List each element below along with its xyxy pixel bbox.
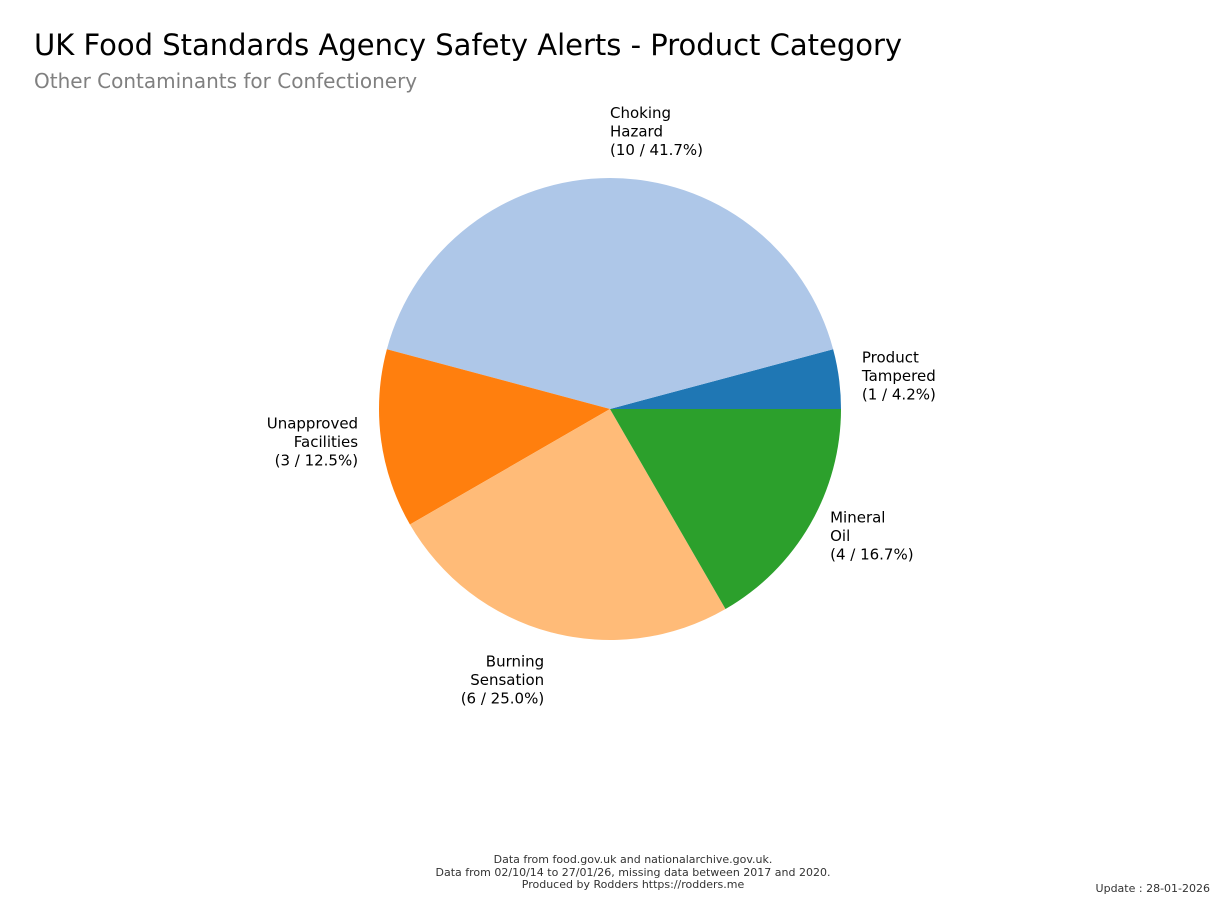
footer-line-credit: Produced by Rodders https://rodders.me xyxy=(521,878,745,891)
slice-label-product-tampered: Product Tampered (1 / 4.2%) xyxy=(861,348,936,403)
footer-line-sources: Data from food.gov.uk and nationalarchiv… xyxy=(493,853,773,866)
pie-slice-unapproved-facilities xyxy=(378,349,610,525)
slice-label-choking-hazard: Choking Hazard (10 / 41.7%) xyxy=(610,104,703,159)
chart-title: UK Food Standards Agency Safety Alerts -… xyxy=(34,28,903,62)
pie-slice-choking-hazard xyxy=(386,177,834,409)
slice-label-burning-sensation: Burning Sensation (6 / 25.0%) xyxy=(461,652,545,707)
pie-slice-mineral-oil xyxy=(610,409,841,610)
pie-slice-product-tampered xyxy=(610,349,841,409)
footer-line-date-range: Data from 02/10/14 to 27/01/26, missing … xyxy=(435,865,831,879)
slice-label-mineral-oil: Mineral Oil (4 / 16.7%) xyxy=(830,509,914,564)
slice-label-unapproved-facilities: Unapproved Facilities (3 / 12.5%) xyxy=(267,415,359,470)
footer-notes: Data from food.gov.uk and nationalarchiv… xyxy=(410,853,856,892)
pie-slice-burning-sensation xyxy=(409,409,726,640)
chart-subtitle: Other Contaminants for Confectionery xyxy=(34,69,418,93)
update-date: Update : 28-01-2026 xyxy=(1095,882,1210,895)
